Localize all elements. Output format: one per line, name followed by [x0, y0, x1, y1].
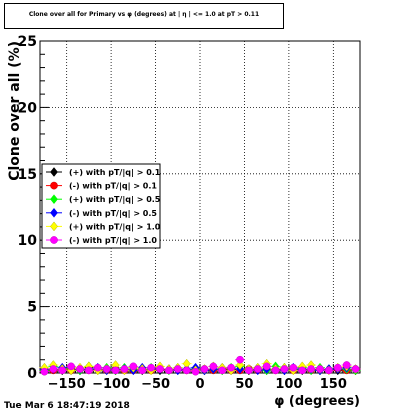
data-point	[280, 365, 289, 373]
series-6	[39, 355, 361, 376]
y-tick-label: 25	[18, 34, 37, 50]
data-point	[182, 366, 191, 375]
data-point	[147, 363, 155, 372]
x-tick-label: −50	[141, 377, 170, 392]
data-point	[351, 365, 360, 373]
data-point	[262, 362, 271, 371]
y-tick-label: 15	[18, 167, 37, 183]
data-point	[325, 366, 333, 375]
data-point	[138, 366, 147, 375]
data-point	[49, 365, 58, 373]
data-point	[289, 363, 298, 372]
data-point	[236, 355, 244, 364]
y-tick-label: 0	[27, 366, 37, 382]
data-point	[165, 366, 173, 375]
y-tick-label: 10	[18, 233, 38, 249]
legend-marker	[50, 194, 58, 205]
data-point	[316, 365, 324, 373]
chart-title: Clone over all for Primary vs φ (degrees…	[28, 11, 260, 18]
data-point	[307, 365, 315, 373]
legend-label: (-) with pT/|q| > 0.5	[69, 209, 157, 218]
x-tick-label: 150	[320, 377, 347, 392]
data-point	[58, 366, 67, 375]
legend-marker	[50, 236, 58, 244]
timestamp: Tue Mar 6 18:47:19 2018	[4, 401, 130, 411]
data-point	[191, 367, 200, 376]
data-point	[85, 366, 93, 375]
data-point	[93, 363, 102, 372]
legend-marker	[50, 207, 58, 218]
data-point	[102, 365, 111, 373]
data-point	[271, 366, 280, 375]
data-point	[218, 366, 227, 375]
x-tick-label: −100	[92, 377, 130, 392]
legend-label: (-) with pT/|q| > 1.0	[69, 236, 157, 245]
legend-marker	[50, 181, 58, 190]
data-point	[111, 366, 120, 375]
y-tick-label: 20	[18, 100, 38, 116]
data-point	[253, 365, 262, 373]
data-point	[342, 361, 351, 369]
x-tick-label: −150	[48, 377, 86, 392]
legend-label: (+) with pT/|q| > 1.0	[69, 222, 161, 231]
data-point	[173, 365, 182, 373]
data-point	[67, 362, 75, 371]
x-axis-label: φ (degrees)	[274, 394, 360, 409]
x-tick-label: 50	[235, 377, 253, 392]
data-point	[76, 365, 84, 373]
data-point	[209, 362, 218, 371]
y-axis-label: Clone over all (%)	[7, 41, 23, 181]
data-point	[298, 366, 307, 375]
y-tick-label: 5	[27, 300, 37, 316]
data-point	[333, 363, 342, 372]
axis-labels: −150 −100 −50 0 50 100 150 0 5 10 15 20 25 φ (degrees…	[7, 34, 360, 409]
grid	[40, 41, 360, 373]
x-tick-label: 0	[195, 377, 204, 392]
chart-title-box: Clone over all for Primary vs φ (degrees…	[4, 3, 284, 29]
data-point	[227, 363, 235, 372]
data-point	[40, 367, 49, 376]
legend-label: (+) with pT/|q| > 0.1	[69, 168, 161, 177]
legend-marker	[50, 221, 58, 232]
data-point	[120, 365, 129, 373]
data-point	[129, 362, 138, 371]
x-tick-label: 100	[275, 377, 302, 392]
data-point	[200, 365, 209, 373]
data-point	[245, 366, 253, 375]
legend-label: (+) with pT/|q| > 0.5	[69, 195, 161, 204]
data-marks	[39, 355, 361, 376]
legend-marker	[50, 167, 58, 177]
data-point	[156, 365, 164, 373]
legend-label: (-) with pT/|q| > 0.1	[69, 182, 157, 191]
legend: (+) with pT/|q| > 0.1 (-) with pT/|q| > 0…	[41, 163, 161, 249]
legend-box	[41, 163, 161, 249]
